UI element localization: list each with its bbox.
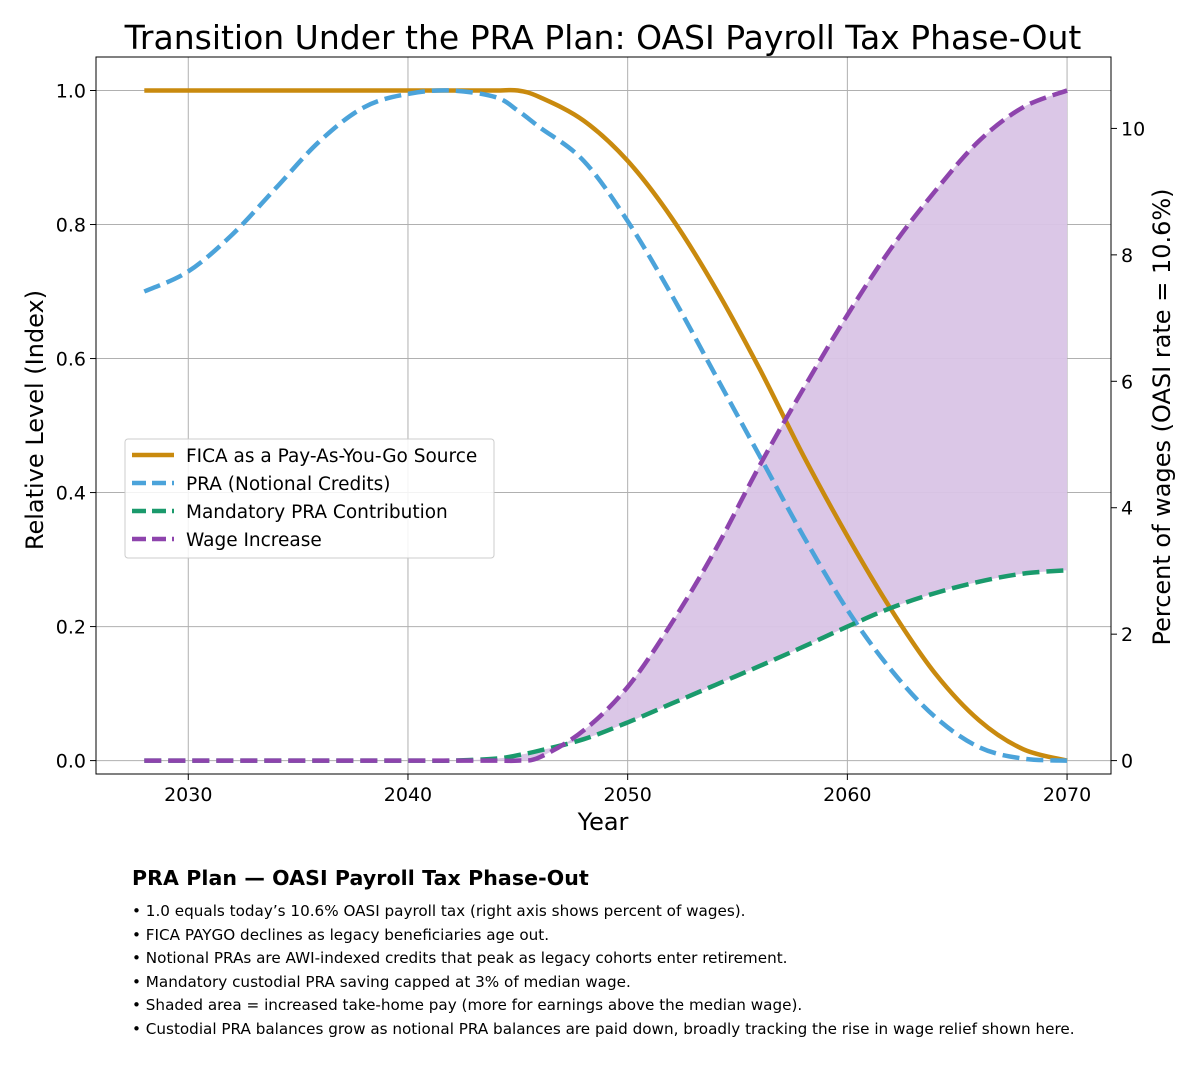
plot-frame <box>95 56 1112 775</box>
y2-tick-label: 10 <box>1121 118 1145 140</box>
legend-frame <box>124 438 495 559</box>
note-item: Notional PRAs are AWI-indexed credits th… <box>132 947 1132 971</box>
note-item: Shaded area = increased take-home pay (m… <box>132 994 1132 1018</box>
series-line-3 <box>144 88 1068 764</box>
y2-tick-label: 6 <box>1121 371 1133 393</box>
y2-tick-label: 4 <box>1121 498 1133 520</box>
series-line-2 <box>144 568 1068 763</box>
y2-tick-label: 0 <box>1121 751 1133 773</box>
x-tick-label: 2060 <box>823 784 871 806</box>
chart-title: Transition Under the PRA Plan: OASI Payr… <box>124 18 1082 57</box>
y-tick-label: 0.0 <box>56 751 86 773</box>
x-tick-label: 2040 <box>384 784 432 806</box>
y-tick-label: 0.2 <box>56 617 86 639</box>
y2-axis-label: Percent of wages (OASI rate = 10.6%) <box>1148 188 1176 645</box>
y-tick-label: 0.8 <box>56 215 86 237</box>
chart: Transition Under the PRA Plan: OASI Payr… <box>21 18 1176 836</box>
x-tick-label: 2070 <box>1043 784 1091 806</box>
y-tick-label: 0.4 <box>56 483 86 505</box>
y-tick-label: 1.0 <box>56 81 86 103</box>
x-axis-label: Year <box>577 808 629 836</box>
note-item: FICA PAYGO declines as legacy beneficiar… <box>132 924 1132 948</box>
note-item: Custodial PRA balances grow as notional … <box>132 1018 1132 1042</box>
x-tick-label: 2030 <box>164 784 212 806</box>
y-axis-label: Relative Level (Index) <box>21 290 49 550</box>
legend-label: Wage Increase <box>186 530 322 551</box>
note-item: Mandatory custodial PRA saving capped at… <box>132 971 1132 995</box>
legend-label: Mandatory PRA Contribution <box>186 502 448 523</box>
y2-tick-label: 8 <box>1121 245 1133 267</box>
series-line-1 <box>143 88 1068 763</box>
x-tick-label: 2050 <box>603 784 651 806</box>
notes-panel: PRA Plan — OASI Payroll Tax Phase-Out 1.… <box>132 866 1132 1041</box>
y-tick-label: 0.6 <box>56 349 86 371</box>
note-item: 1.0 equals today’s 10.6% OASI payroll ta… <box>132 900 1132 924</box>
legend-label: FICA as a Pay-As-You-Go Source <box>186 446 477 467</box>
legend-label: PRA (Notional Credits) <box>186 474 390 495</box>
y2-tick-label: 2 <box>1121 624 1133 646</box>
series-line-0 <box>144 87 1068 763</box>
notes-title: PRA Plan — OASI Payroll Tax Phase-Out <box>132 866 589 890</box>
wage-increase-area <box>144 90 1068 761</box>
notes-list: 1.0 equals today’s 10.6% OASI payroll ta… <box>132 900 1132 1041</box>
legend: FICA as a Pay-As-You-Go Source PRA (Notio… <box>124 438 495 559</box>
